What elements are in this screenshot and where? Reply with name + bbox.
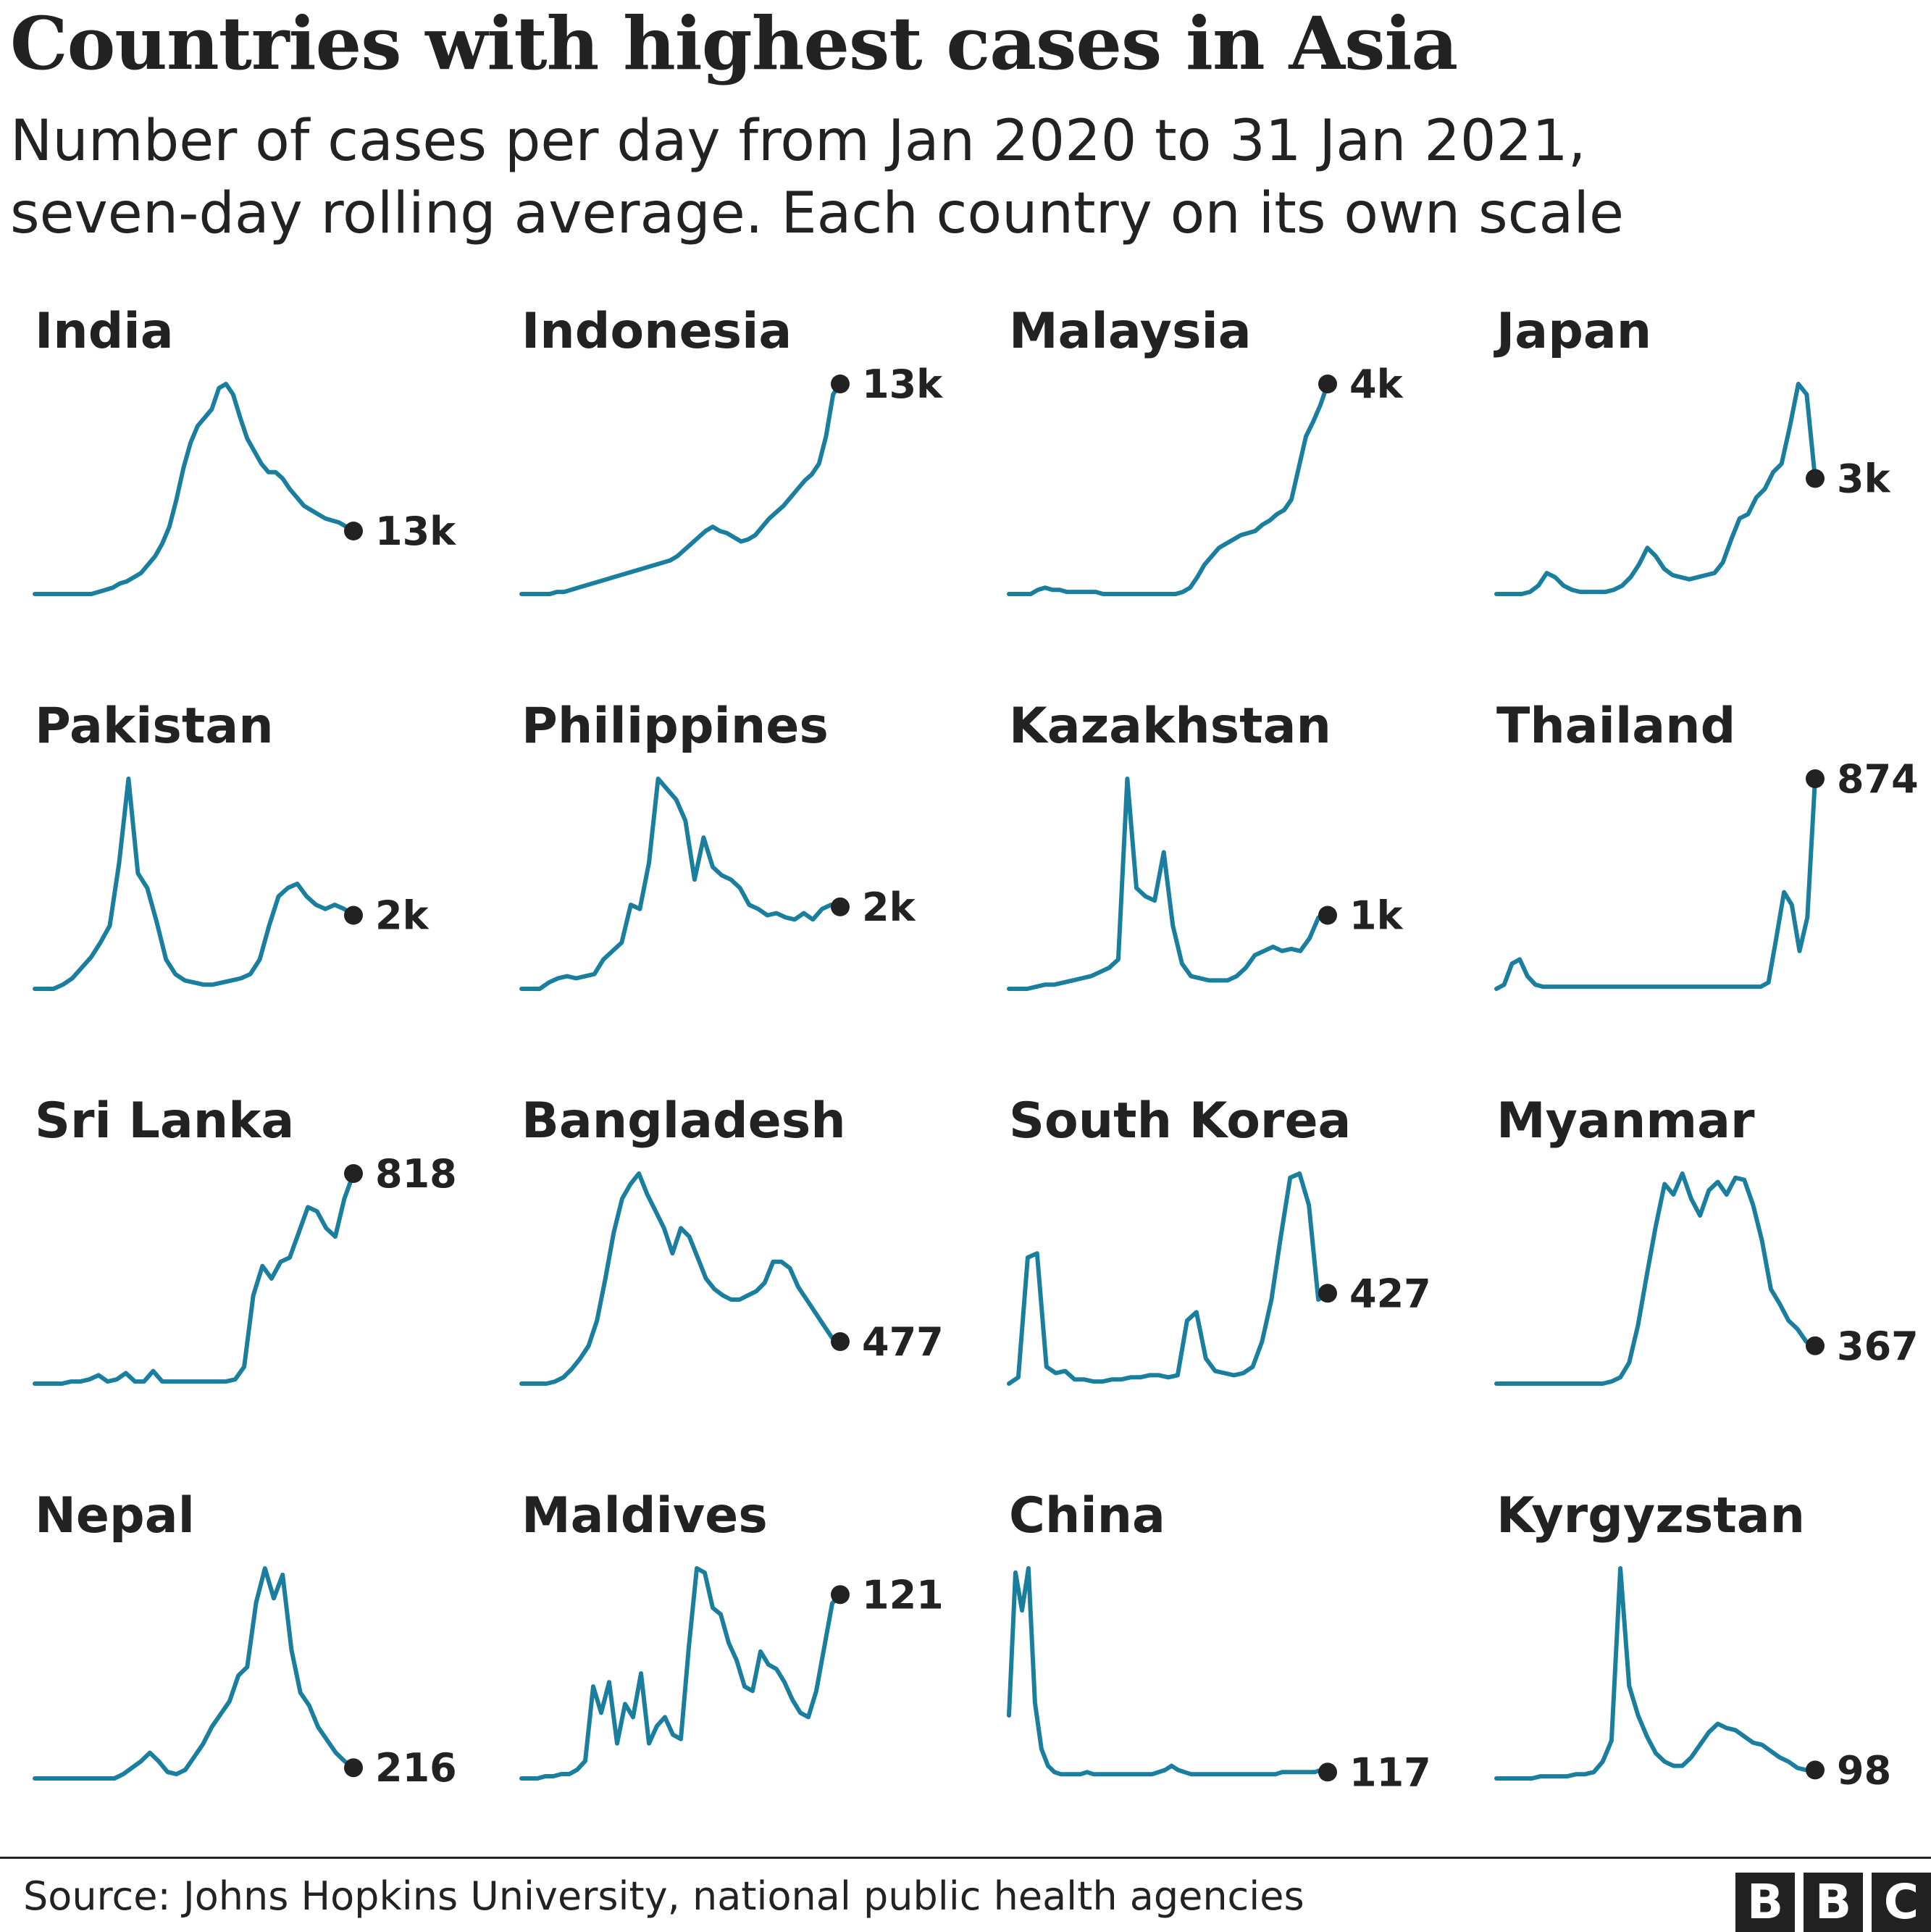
- country-panel: Kyrgyzstan 98: [1494, 1487, 1891, 1793]
- end-point: [831, 897, 850, 916]
- country-panel: Bangladesh 477: [519, 1092, 944, 1386]
- series-line: [1007, 1566, 1330, 1777]
- series-line: [519, 777, 842, 991]
- series-line: [33, 777, 356, 991]
- end-point: [344, 1758, 363, 1778]
- end-value-label: 4k: [1349, 361, 1404, 407]
- country-name: Myanmar: [1496, 1092, 1755, 1150]
- end-point: [1318, 906, 1337, 925]
- country-name: China: [1009, 1487, 1165, 1544]
- chart-title: Countries with highest cases in Asia: [10, 1, 1458, 86]
- end-value-label: 2k: [375, 893, 430, 939]
- country-panel: South Korea 427: [1007, 1092, 1431, 1386]
- end-point: [1806, 1336, 1825, 1355]
- country-panel: Myanmar 367: [1494, 1092, 1919, 1386]
- country-name: Pakistan: [35, 698, 274, 755]
- end-value-label: 121: [862, 1572, 944, 1618]
- country-name: Kazakhstan: [1009, 698, 1331, 755]
- end-value-label: 13k: [862, 361, 943, 407]
- country-panel: Indonesia 13k: [519, 303, 943, 596]
- country-panel: Thailand 874: [1494, 698, 1919, 991]
- series-line: [1494, 777, 1817, 991]
- country-name: Japan: [1494, 303, 1651, 360]
- end-value-label: 98: [1837, 1747, 1891, 1793]
- end-value-label: 13k: [375, 509, 456, 554]
- country-name: Indonesia: [522, 303, 792, 360]
- country-name: South Korea: [1009, 1092, 1351, 1150]
- end-point: [1318, 375, 1337, 393]
- series-line: [519, 1171, 842, 1386]
- end-value-label: 3k: [1837, 456, 1891, 502]
- country-panel: Kazakhstan 1k: [1007, 698, 1404, 991]
- end-point: [1806, 769, 1825, 788]
- chart-subtitle: Number of cases per day from Jan 2020 to…: [10, 109, 1624, 246]
- end-value-label: 477: [862, 1319, 944, 1365]
- country-panel: Nepal 216: [33, 1487, 457, 1791]
- end-point: [1806, 1760, 1825, 1780]
- end-value-label: 216: [375, 1745, 457, 1791]
- end-point: [344, 1164, 363, 1183]
- country-panel: Japan 3k: [1494, 303, 1891, 596]
- end-point: [344, 906, 363, 925]
- series-line: [33, 382, 356, 596]
- country-panel: Philippines 2k: [519, 698, 916, 991]
- series-line: [1494, 1566, 1817, 1781]
- country-panel: Maldives 121: [519, 1487, 944, 1781]
- country-name: Kyrgyzstan: [1496, 1487, 1805, 1544]
- end-point: [831, 375, 850, 393]
- series-line: [519, 382, 842, 596]
- series-line: [1007, 382, 1330, 596]
- end-point: [344, 522, 363, 540]
- country-name: Malaysia: [1009, 303, 1252, 360]
- country-name: Thailand: [1496, 698, 1735, 755]
- bbc-logo: B B C: [1735, 1873, 1931, 1932]
- series-line: [33, 1171, 356, 1386]
- country-panel: Pakistan 2k: [33, 698, 430, 991]
- end-point: [1318, 1762, 1337, 1782]
- country-name: Sri Lanka: [35, 1092, 294, 1150]
- series-line: [33, 1566, 356, 1781]
- end-point: [831, 1332, 850, 1351]
- series-line: [1494, 1171, 1817, 1386]
- end-value-label: 427: [1349, 1271, 1431, 1316]
- logo-letter: B: [1735, 1873, 1795, 1932]
- end-value-label: 367: [1837, 1323, 1919, 1369]
- country-panel: India 13k: [33, 303, 456, 596]
- series-line: [1007, 777, 1330, 991]
- end-point: [1318, 1284, 1337, 1303]
- small-multiples-chart: India 13k Indonesia 13k Malaysia 4k Japan 3k Pak…: [33, 303, 1919, 1795]
- footer-divider: [0, 1857, 1931, 1859]
- end-value-label: 2k: [862, 885, 916, 930]
- end-value-label: 874: [1837, 756, 1919, 802]
- logo-letter: C: [1872, 1873, 1931, 1932]
- country-name: India: [35, 303, 174, 360]
- end-value-label: 1k: [1349, 893, 1404, 939]
- series-line: [1494, 382, 1817, 596]
- country-name: Bangladesh: [522, 1092, 846, 1150]
- country-name: Nepal: [35, 1487, 195, 1544]
- logo-letter: B: [1804, 1873, 1863, 1932]
- end-value-label: 117: [1349, 1749, 1431, 1795]
- end-value-label: 818: [375, 1151, 457, 1197]
- end-point: [831, 1585, 850, 1605]
- country-panel: Malaysia 4k: [1007, 303, 1404, 596]
- country-panel: Sri Lanka 818: [33, 1092, 457, 1386]
- country-name: Philippines: [522, 698, 829, 755]
- source-note: Source: Johns Hopkins University, nation…: [23, 1873, 1304, 1919]
- country-name: Maldives: [522, 1487, 768, 1544]
- country-panel: China 117: [1007, 1487, 1431, 1795]
- series-line: [1007, 1171, 1330, 1386]
- series-line: [519, 1566, 842, 1781]
- end-point: [1806, 469, 1825, 488]
